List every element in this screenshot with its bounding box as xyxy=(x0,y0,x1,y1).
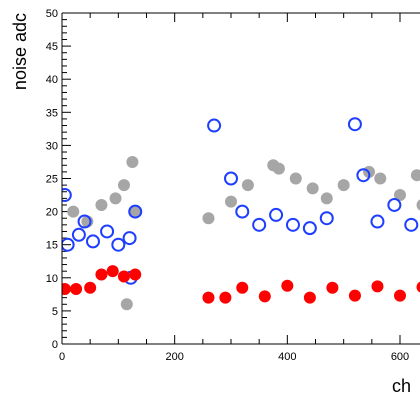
data-point xyxy=(252,217,267,232)
data-point xyxy=(289,172,302,185)
y-tick-label: 10 xyxy=(46,273,58,285)
data-point xyxy=(224,171,238,186)
data-point xyxy=(117,270,130,283)
series-0 xyxy=(67,155,420,311)
x-tick-label: 600 xyxy=(391,351,409,363)
y-tick-label: 5 xyxy=(52,306,58,318)
data-point xyxy=(320,192,333,205)
data-point xyxy=(111,237,126,252)
x-axis-title: ch xyxy=(392,376,411,395)
data-point xyxy=(356,168,371,183)
data-point xyxy=(387,197,402,212)
data-point xyxy=(241,179,254,192)
y-tick-label: 25 xyxy=(46,174,58,186)
data-point xyxy=(347,117,362,132)
y-tick-label: 30 xyxy=(46,140,58,152)
data-point xyxy=(207,118,222,133)
data-point xyxy=(235,204,250,219)
data-point xyxy=(225,195,237,208)
data-point xyxy=(303,291,316,304)
data-point xyxy=(100,224,115,239)
data-point xyxy=(370,214,385,229)
data-point xyxy=(281,279,294,292)
data-point xyxy=(70,283,83,296)
y-axis-title: noise adc xyxy=(10,13,30,90)
data-point xyxy=(62,188,72,203)
axis-frame xyxy=(61,12,420,345)
data-point xyxy=(302,221,317,236)
data-point xyxy=(129,205,142,218)
axis-ticks: 0510152025303540455002004006008001000120… xyxy=(46,8,409,363)
data-point xyxy=(202,291,215,304)
y-tick-label: 0 xyxy=(52,339,58,351)
y-tick-label: 20 xyxy=(46,207,58,219)
x-tick-label: 200 xyxy=(165,351,183,363)
series-2 xyxy=(62,265,420,304)
data-point xyxy=(269,207,284,222)
data-point xyxy=(120,298,133,311)
data-points xyxy=(62,117,420,311)
y-tick-label: 50 xyxy=(46,8,58,20)
x-tick-label: 0 xyxy=(59,351,65,363)
data-point xyxy=(106,265,119,278)
data-point xyxy=(95,198,108,211)
data-point xyxy=(219,291,232,304)
data-point xyxy=(62,283,71,296)
y-tick-label: 40 xyxy=(46,74,58,86)
data-point xyxy=(416,199,420,211)
data-point xyxy=(258,290,271,303)
data-point xyxy=(416,281,420,293)
data-point xyxy=(404,217,419,232)
y-tick-label: 45 xyxy=(46,41,58,53)
data-point xyxy=(84,281,97,294)
data-point xyxy=(117,179,130,192)
data-point xyxy=(122,231,137,246)
data-point xyxy=(371,280,384,293)
data-point xyxy=(306,182,319,195)
data-point xyxy=(85,234,100,249)
data-point xyxy=(236,281,249,294)
data-point xyxy=(272,162,285,175)
data-point xyxy=(326,281,339,294)
y-tick-label: 35 xyxy=(46,107,58,119)
data-point xyxy=(374,172,387,185)
data-point xyxy=(109,192,122,205)
data-point xyxy=(410,169,420,182)
data-point xyxy=(319,211,334,226)
data-point xyxy=(348,289,361,302)
data-point xyxy=(62,237,75,252)
data-point xyxy=(337,179,350,192)
data-point xyxy=(128,204,143,219)
data-point xyxy=(71,227,86,242)
data-point xyxy=(202,212,215,225)
y-tick-label: 15 xyxy=(46,240,58,252)
data-point xyxy=(129,268,142,281)
data-point xyxy=(285,217,300,232)
data-point xyxy=(126,155,139,168)
data-point xyxy=(394,289,406,302)
data-point xyxy=(394,189,406,202)
data-point xyxy=(67,205,80,218)
data-point xyxy=(95,268,108,281)
data-point xyxy=(77,214,92,229)
x-tick-label: 400 xyxy=(278,351,296,363)
